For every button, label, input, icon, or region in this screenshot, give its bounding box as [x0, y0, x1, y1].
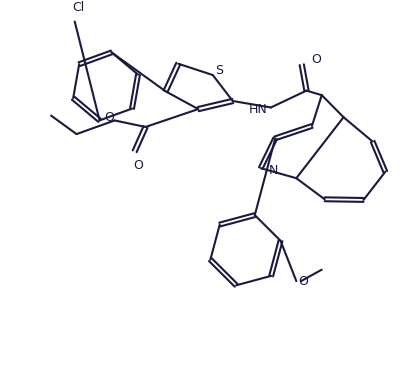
- Text: O: O: [104, 111, 114, 124]
- Text: N: N: [268, 164, 278, 177]
- Text: O: O: [134, 159, 143, 172]
- Text: O: O: [312, 53, 321, 66]
- Text: Cl: Cl: [72, 1, 84, 14]
- Text: HN: HN: [248, 103, 267, 116]
- Text: O: O: [298, 275, 308, 287]
- Text: S: S: [216, 64, 224, 77]
